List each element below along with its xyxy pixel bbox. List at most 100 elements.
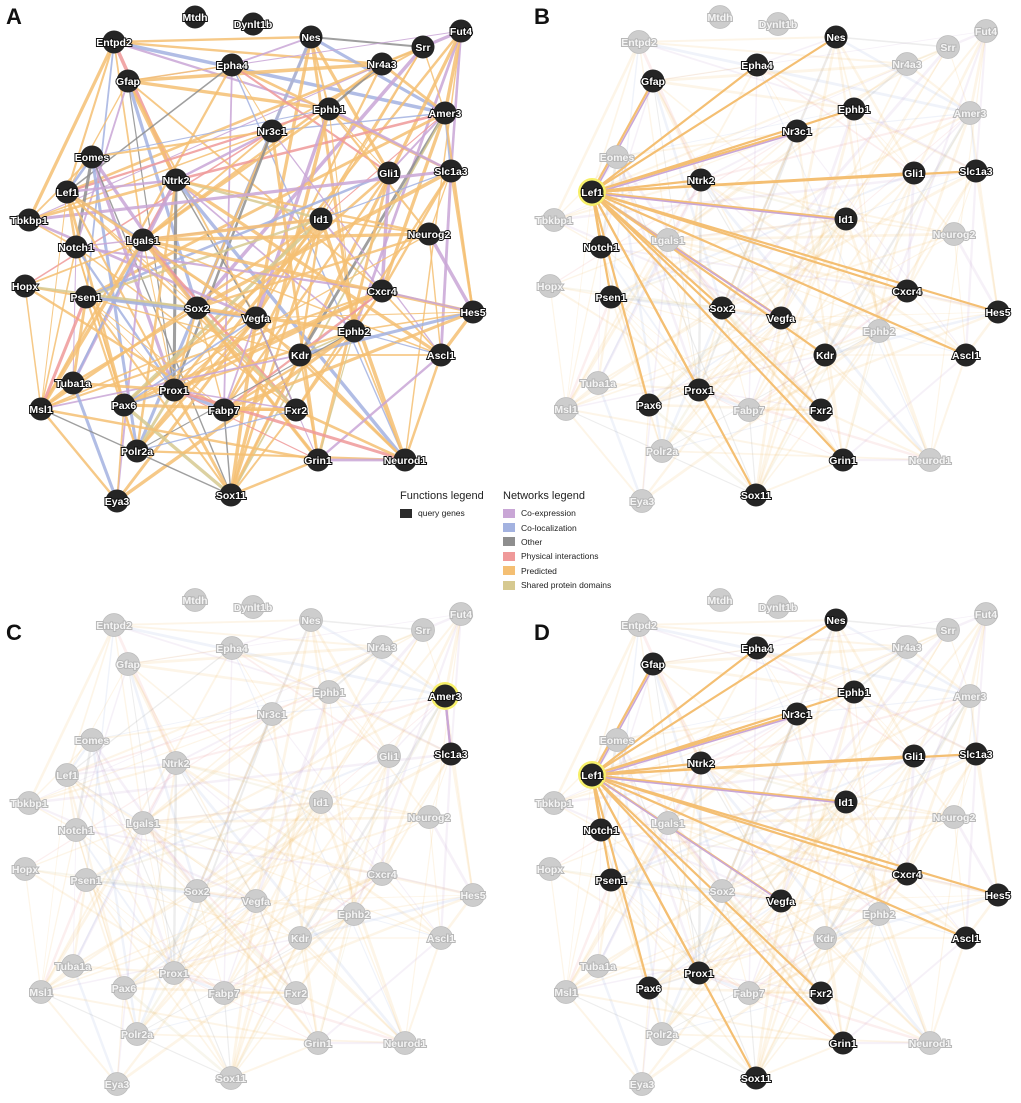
gene-node-tbkbp1[interactable]: Tbkbp1 xyxy=(9,791,49,815)
gene-node-prox1[interactable]: Prox1 xyxy=(158,961,190,985)
gene-node-nes[interactable]: Nes xyxy=(299,608,323,632)
gene-node-epha4[interactable]: Epha4 xyxy=(215,636,249,660)
gene-node-nes[interactable]: Nes xyxy=(299,25,323,49)
gene-node-kdr[interactable]: Kdr xyxy=(813,343,837,367)
gene-node-sox11[interactable]: Sox11 xyxy=(215,483,247,507)
gene-node-kdr[interactable]: Kdr xyxy=(288,926,312,950)
gene-node-notch1[interactable]: Notch1 xyxy=(57,818,95,842)
gene-node-fabp7[interactable]: Fabp7 xyxy=(733,981,766,1005)
gene-node-msl1[interactable]: Msl1 xyxy=(28,980,54,1004)
gene-node-cxcr4[interactable]: Cxcr4 xyxy=(891,279,923,303)
gene-node-ascl1[interactable]: Ascl1 xyxy=(426,926,456,950)
gene-node-hopx[interactable]: Hopx xyxy=(536,274,564,298)
gene-node-grin1[interactable]: Grin1 xyxy=(303,448,333,472)
gene-node-epha4[interactable]: Epha4 xyxy=(740,636,774,660)
gene-node-fabp7[interactable]: Fabp7 xyxy=(733,398,766,422)
gene-node-eya3[interactable]: Eya3 xyxy=(629,1072,655,1096)
gene-node-cxcr4[interactable]: Cxcr4 xyxy=(366,862,398,886)
gene-node-fut4[interactable]: Fut4 xyxy=(974,19,998,43)
gene-node-fabp7[interactable]: Fabp7 xyxy=(208,398,241,422)
gene-node-tbkbp1[interactable]: Tbkbp1 xyxy=(534,208,574,232)
gene-node-lef1[interactable]: Lef1 xyxy=(55,180,79,204)
gene-node-kdr[interactable]: Kdr xyxy=(288,343,312,367)
gene-node-ephb1[interactable]: Ephb1 xyxy=(837,680,871,704)
gene-node-lgals1[interactable]: Lgals1 xyxy=(650,228,686,252)
gene-node-hes5[interactable]: Hes5 xyxy=(459,883,487,907)
gene-node-msl1[interactable]: Msl1 xyxy=(28,397,54,421)
gene-node-ephb1[interactable]: Ephb1 xyxy=(312,97,346,121)
gene-node-epha4[interactable]: Epha4 xyxy=(740,53,774,77)
gene-node-gli1[interactable]: Gli1 xyxy=(902,744,926,768)
gene-node-pax6[interactable]: Pax6 xyxy=(111,393,137,417)
gene-node-notch1[interactable]: Notch1 xyxy=(582,235,620,259)
gene-node-polr2a[interactable]: Polr2a xyxy=(120,1022,154,1046)
gene-node-nr4a3[interactable]: Nr4a3 xyxy=(891,52,923,76)
gene-node-lgals1[interactable]: Lgals1 xyxy=(125,228,161,252)
gene-node-neurog2[interactable]: Neurog2 xyxy=(932,805,976,829)
gene-node-psen1[interactable]: Psen1 xyxy=(595,868,628,892)
gene-node-polr2a[interactable]: Polr2a xyxy=(120,439,154,463)
gene-node-hopx[interactable]: Hopx xyxy=(11,857,39,881)
gene-node-gli1[interactable]: Gli1 xyxy=(377,744,401,768)
gene-node-tbkbp1[interactable]: Tbkbp1 xyxy=(534,791,574,815)
gene-node-msl1[interactable]: Msl1 xyxy=(553,397,579,421)
gene-node-fxr2[interactable]: Fxr2 xyxy=(809,398,833,422)
gene-node-slc1a3[interactable]: Slc1a3 xyxy=(958,742,994,766)
gene-node-amer3[interactable]: Amer3 xyxy=(428,101,463,125)
gene-node-eya3[interactable]: Eya3 xyxy=(629,489,655,513)
gene-node-sox2[interactable]: Sox2 xyxy=(183,296,211,320)
gene-node-gfap[interactable]: Gfap xyxy=(115,69,141,93)
gene-node-prox1[interactable]: Prox1 xyxy=(158,378,190,402)
gene-node-ephb2[interactable]: Ephb2 xyxy=(337,319,371,343)
gene-node-sox11[interactable]: Sox11 xyxy=(215,1066,247,1090)
gene-node-gfap[interactable]: Gfap xyxy=(115,652,141,676)
gene-node-entpd2[interactable]: Entpd2 xyxy=(95,30,133,54)
gene-node-neurod1[interactable]: Neurod1 xyxy=(908,448,952,472)
gene-node-slc1a3[interactable]: Slc1a3 xyxy=(958,159,994,183)
gene-node-eomes[interactable]: Eomes xyxy=(599,145,635,169)
gene-node-ascl1[interactable]: Ascl1 xyxy=(951,343,981,367)
gene-node-eomes[interactable]: Eomes xyxy=(74,728,110,752)
gene-node-msl1[interactable]: Msl1 xyxy=(553,980,579,1004)
gene-node-dynlt1b[interactable]: Dynlt1b xyxy=(233,12,273,36)
gene-node-ntrk2[interactable]: Ntrk2 xyxy=(687,168,716,192)
gene-node-epha4[interactable]: Epha4 xyxy=(215,53,249,77)
gene-node-hopx[interactable]: Hopx xyxy=(536,857,564,881)
gene-node-lef1[interactable]: Lef1 xyxy=(55,763,79,787)
gene-node-grin1[interactable]: Grin1 xyxy=(828,448,858,472)
gene-node-polr2a[interactable]: Polr2a xyxy=(645,439,679,463)
gene-node-id1[interactable]: Id1 xyxy=(309,790,333,814)
gene-node-slc1a3[interactable]: Slc1a3 xyxy=(433,742,469,766)
gene-node-srr[interactable]: Srr xyxy=(411,35,435,59)
gene-node-nr3c1[interactable]: Nr3c1 xyxy=(256,119,288,143)
gene-node-vegfa[interactable]: Vegfa xyxy=(766,889,796,913)
gene-node-lgals1[interactable]: Lgals1 xyxy=(650,811,686,835)
gene-node-gfap[interactable]: Gfap xyxy=(640,69,666,93)
gene-node-pax6[interactable]: Pax6 xyxy=(111,976,137,1000)
gene-node-pax6[interactable]: Pax6 xyxy=(636,393,662,417)
gene-node-notch1[interactable]: Notch1 xyxy=(582,818,620,842)
gene-node-entpd2[interactable]: Entpd2 xyxy=(620,613,658,637)
gene-node-prox1[interactable]: Prox1 xyxy=(683,378,715,402)
gene-node-amer3[interactable]: Amer3 xyxy=(428,682,463,710)
gene-node-entpd2[interactable]: Entpd2 xyxy=(620,30,658,54)
gene-node-mtdh[interactable]: Mtdh xyxy=(181,5,209,29)
gene-node-eya3[interactable]: Eya3 xyxy=(104,1072,130,1096)
gene-node-srr[interactable]: Srr xyxy=(936,618,960,642)
gene-node-fxr2[interactable]: Fxr2 xyxy=(284,981,308,1005)
gene-node-eomes[interactable]: Eomes xyxy=(74,145,110,169)
gene-node-srr[interactable]: Srr xyxy=(936,35,960,59)
gene-node-vegfa[interactable]: Vegfa xyxy=(766,306,796,330)
gene-node-hopx[interactable]: Hopx xyxy=(11,274,39,298)
gene-node-polr2a[interactable]: Polr2a xyxy=(645,1022,679,1046)
gene-node-psen1[interactable]: Psen1 xyxy=(70,285,103,309)
gene-node-id1[interactable]: Id1 xyxy=(834,207,858,231)
gene-node-dynlt1b[interactable]: Dynlt1b xyxy=(233,595,273,619)
gene-node-gli1[interactable]: Gli1 xyxy=(377,161,401,185)
gene-node-nr3c1[interactable]: Nr3c1 xyxy=(781,702,813,726)
gene-node-nr4a3[interactable]: Nr4a3 xyxy=(891,635,923,659)
gene-node-nr4a3[interactable]: Nr4a3 xyxy=(366,52,398,76)
gene-node-fut4[interactable]: Fut4 xyxy=(449,19,473,43)
gene-node-neurod1[interactable]: Neurod1 xyxy=(383,1031,427,1055)
gene-node-neurog2[interactable]: Neurog2 xyxy=(932,222,976,246)
